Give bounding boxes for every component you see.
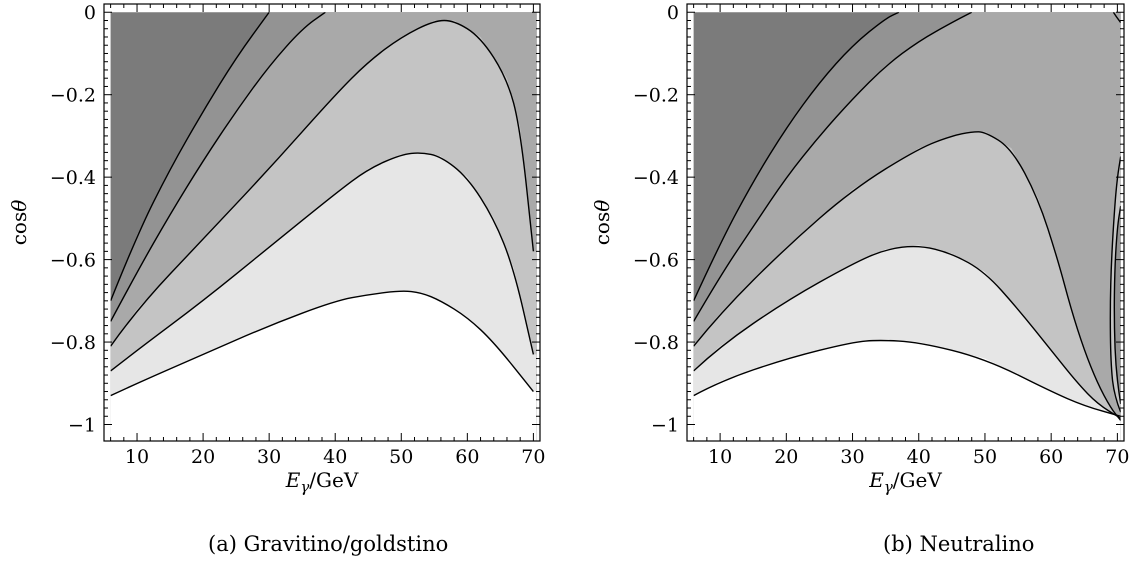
x-tick-label: 50 xyxy=(389,446,413,468)
y-tick-label: −0.4 xyxy=(50,167,96,189)
y-tick-label: −0.2 xyxy=(50,85,96,107)
contour-line-6 xyxy=(1109,156,1121,413)
y-tick-label: −0.8 xyxy=(633,332,679,354)
contour-line-2 xyxy=(110,12,326,322)
contour-line-1 xyxy=(693,12,900,302)
y-axis-label: cosθ xyxy=(7,200,31,246)
contour-line-3 xyxy=(693,131,1121,421)
x-tick-label: 30 xyxy=(257,446,281,468)
x-tick-label: 40 xyxy=(907,446,931,468)
x-tick-label: 20 xyxy=(774,446,798,468)
contour-line-4 xyxy=(110,152,535,372)
contour-line-5 xyxy=(693,339,1121,417)
y-tick-label: −0.6 xyxy=(633,250,679,272)
panel-caption: (a) Gravitino/goldstino xyxy=(208,532,448,556)
contour-line-8 xyxy=(1112,12,1121,23)
x-axis-label: Eγ/GeV xyxy=(285,468,359,496)
x-tick-label: 20 xyxy=(191,446,215,468)
x-tick-label: 10 xyxy=(125,446,149,468)
x-tick-label: 50 xyxy=(973,446,997,468)
contour-line-3 xyxy=(110,19,535,347)
y-tick-label: −0.8 xyxy=(50,332,96,354)
x-tick-label: 40 xyxy=(323,446,347,468)
contour-line-2 xyxy=(693,12,973,322)
y-tick-label: −0.6 xyxy=(50,250,96,272)
x-tick-label: 30 xyxy=(840,446,864,468)
y-tick-label: −0.4 xyxy=(633,167,679,189)
contour-line-4 xyxy=(693,245,1121,419)
chart-panel-a: 10 20 30 40 50 60 70 0 −0.2 −0.4 −0.6 −0.8 −1 Eγ/GeV c… xyxy=(7,2,545,556)
x-tick-label: 70 xyxy=(521,446,545,468)
x-axis-label: Eγ/GeV xyxy=(868,468,942,496)
contour-band-5 xyxy=(110,290,537,442)
contour-line-5 xyxy=(110,290,534,397)
contour-line-1 xyxy=(110,12,270,302)
contour-line-7 xyxy=(1113,205,1121,405)
x-tick-label: 10 xyxy=(708,446,732,468)
x-tick-label: 60 xyxy=(455,446,479,468)
x-tick-label: 60 xyxy=(1039,446,1063,468)
y-tick-label: 0 xyxy=(667,2,679,24)
chart-panel-b: 10 20 30 40 50 60 70 0 −0.2 −0.4 −0.6 −0.8 −1 Eγ/GeV c… xyxy=(590,2,1129,556)
y-tick-label: −0.2 xyxy=(633,85,679,107)
panel-caption: (b) Neutralino xyxy=(883,532,1034,556)
y-tick-label: −1 xyxy=(68,415,96,437)
y-tick-label: −1 xyxy=(651,415,679,437)
y-axis-label: cosθ xyxy=(590,200,614,246)
contour-band-5 xyxy=(693,339,1121,442)
y-tick-label: 0 xyxy=(84,2,96,24)
x-tick-label: 70 xyxy=(1105,446,1129,468)
